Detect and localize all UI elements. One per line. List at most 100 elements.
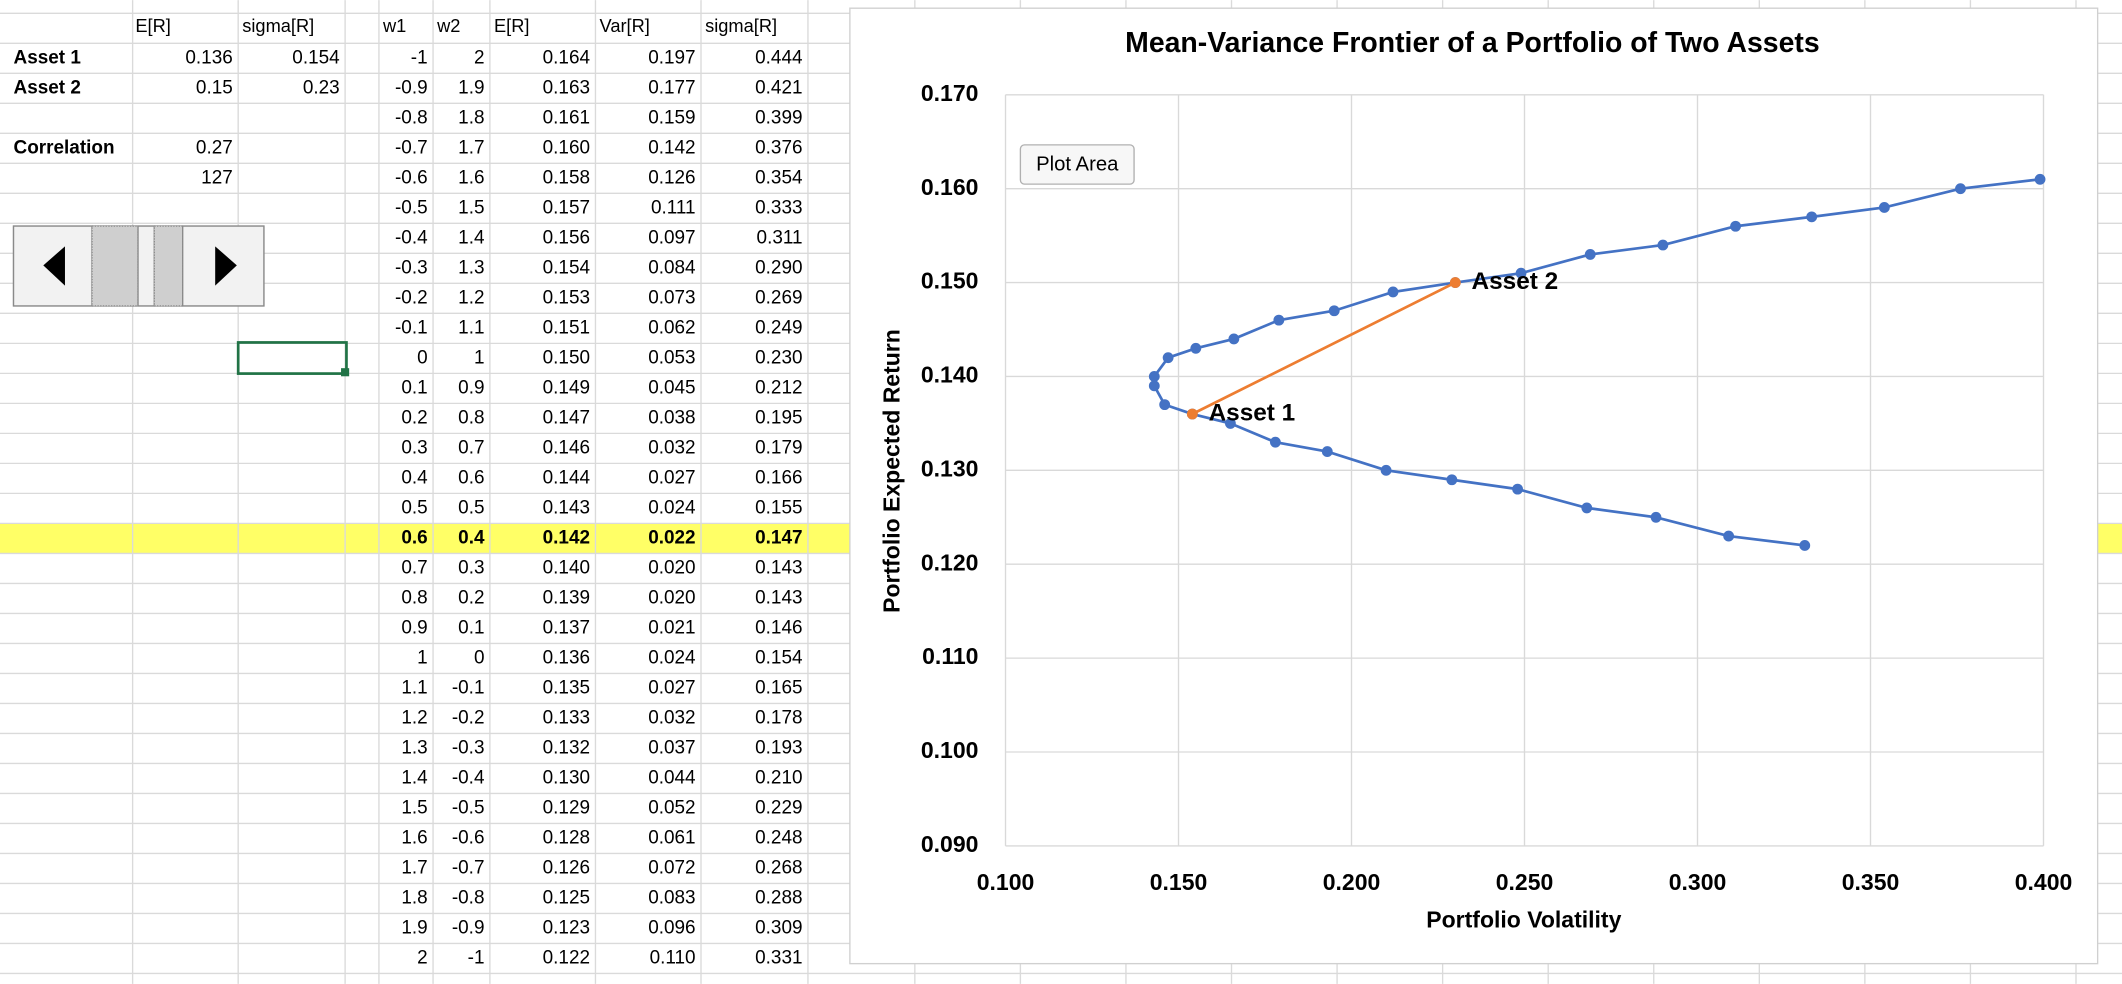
table-cell: 0.3 xyxy=(458,557,484,578)
table-cell: -0.5 xyxy=(452,797,485,818)
track[interactable] xyxy=(153,225,184,307)
table-cell: 0.154 xyxy=(755,647,802,668)
data-point xyxy=(1159,399,1171,411)
point-label: Asset 2 xyxy=(1472,268,1559,295)
table-cell: 0.193 xyxy=(755,737,802,758)
table-cell: 1.5 xyxy=(458,197,484,218)
selected-cell[interactable] xyxy=(236,341,348,375)
table-cell: 0.084 xyxy=(648,257,695,278)
table-cell: 1.9 xyxy=(401,917,427,938)
table-cell: 0.130 xyxy=(543,767,590,788)
fill-handle[interactable] xyxy=(341,368,350,377)
table-cell: 0.178 xyxy=(755,707,802,728)
x-tick-label: 0.150 xyxy=(1150,869,1208,895)
table-cell: -0.4 xyxy=(395,227,428,248)
data-point xyxy=(1328,305,1340,317)
table-cell: 0.135 xyxy=(543,677,590,698)
table-cell: 1.7 xyxy=(401,857,427,878)
table-cell: 0.155 xyxy=(755,497,802,518)
data-point xyxy=(1806,211,1818,223)
y-tick-label: 0.130 xyxy=(921,455,979,481)
table-cell: 0.229 xyxy=(755,797,802,818)
asset-sigma: 0.23 xyxy=(303,77,340,98)
table-cell: 0.154 xyxy=(543,257,590,278)
table-cell: 0.045 xyxy=(648,377,695,398)
table-cell: 0.032 xyxy=(648,437,695,458)
data-point xyxy=(1446,474,1458,486)
table-cell: 1.8 xyxy=(401,887,427,908)
y-tick-label: 0.110 xyxy=(922,643,978,669)
table-cell: 1.7 xyxy=(458,137,484,158)
chart[interactable]: Mean-Variance Frontier of a Portfolio of… xyxy=(849,7,2099,965)
scroll-control[interactable] xyxy=(12,225,265,307)
column-header: w1 xyxy=(382,15,406,36)
table-cell: 0.290 xyxy=(755,257,802,278)
table-cell: -0.3 xyxy=(395,257,428,278)
table-cell: 0.137 xyxy=(543,617,590,638)
table-cell: 0 xyxy=(417,347,428,368)
table-cell: 0.073 xyxy=(648,287,695,308)
table-cell: -0.6 xyxy=(395,167,428,188)
table-cell: 0.156 xyxy=(543,227,590,248)
table-cell: 0.143 xyxy=(543,497,590,518)
table-cell: 1.9 xyxy=(458,77,484,98)
table-cell: 1.4 xyxy=(458,227,484,248)
y-tick-label: 0.100 xyxy=(921,737,979,763)
table-cell: 0.165 xyxy=(755,677,802,698)
table-cell: 1.4 xyxy=(401,767,427,788)
y-tick-label: 0.120 xyxy=(921,549,979,575)
asset-name: Asset 2 xyxy=(14,77,81,98)
table-cell: -0.5 xyxy=(395,197,428,218)
table-cell: 0.153 xyxy=(543,287,590,308)
y-tick-label: 0.160 xyxy=(921,174,979,200)
x-tick-label: 0.350 xyxy=(1842,869,1900,895)
table-cell: 0.333 xyxy=(755,197,802,218)
track[interactable] xyxy=(91,225,139,307)
data-point xyxy=(1723,530,1735,542)
data-point xyxy=(1581,502,1593,514)
table-cell: 0.024 xyxy=(648,497,695,518)
table-cell: 0.4 xyxy=(458,527,485,548)
data-point xyxy=(1269,436,1281,448)
data-point xyxy=(1162,352,1174,364)
table-cell: -0.7 xyxy=(452,857,485,878)
column-header: sigma[R] xyxy=(242,15,314,36)
x-axis-label: Portfolio Volatility xyxy=(1426,907,1621,933)
table-cell: 1.6 xyxy=(401,827,427,848)
data-point xyxy=(1148,380,1160,392)
table-cell: 0.024 xyxy=(648,647,695,668)
series-line xyxy=(1191,281,1456,416)
table-cell: 0.022 xyxy=(648,527,695,548)
table-cell: 0.309 xyxy=(755,917,802,938)
table-cell: 0.142 xyxy=(543,527,590,548)
table-cell: 0.179 xyxy=(755,437,802,458)
asset-return: 0.15 xyxy=(196,77,233,98)
table-cell: 0.6 xyxy=(401,527,427,548)
data-point xyxy=(1878,202,1890,213)
asset-name: Asset 1 xyxy=(14,47,81,68)
table-cell: 0.021 xyxy=(648,617,695,638)
tooltip-box xyxy=(1019,144,1135,185)
table-cell: 0.133 xyxy=(543,707,590,728)
left-arrow xyxy=(43,246,65,286)
column-header: w2 xyxy=(436,15,460,36)
thumb[interactable] xyxy=(137,225,155,307)
table-cell: 0.053 xyxy=(648,347,695,368)
column-header: Var[R] xyxy=(600,15,650,36)
data-point xyxy=(2034,173,2046,185)
table-cell: 0.142 xyxy=(648,137,695,158)
table-cell: 0.5 xyxy=(458,497,484,518)
data-point xyxy=(1190,342,1202,354)
table-cell: -0.9 xyxy=(452,917,485,938)
table-cell: 0.1 xyxy=(401,377,427,398)
data-point xyxy=(1387,286,1399,298)
table-cell: 0.083 xyxy=(648,887,695,908)
table-cell: 0.210 xyxy=(755,767,802,788)
x-tick-label: 0.300 xyxy=(1669,869,1727,895)
table-cell: 2 xyxy=(417,947,428,968)
table-cell: 0.399 xyxy=(755,107,802,128)
table-cell: 0.268 xyxy=(755,857,802,878)
table-cell: 0.212 xyxy=(755,377,802,398)
table-cell: 0.249 xyxy=(755,317,802,338)
scroll-value: 127 xyxy=(201,167,233,188)
